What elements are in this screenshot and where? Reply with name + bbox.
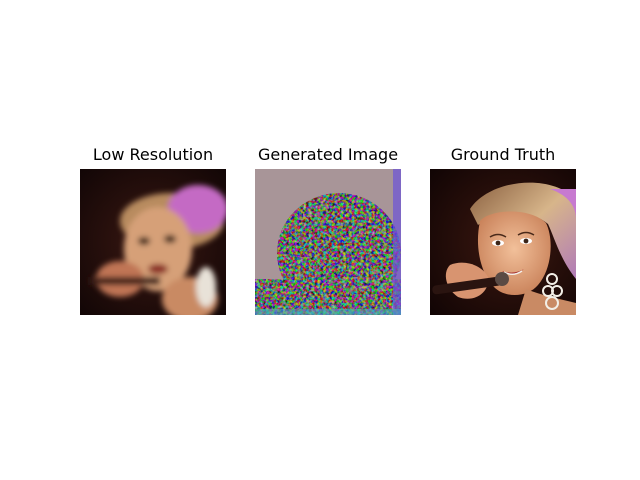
low-resolution-image	[80, 169, 226, 315]
generated-image	[255, 169, 401, 315]
ground-truth-title: Ground Truth	[450, 145, 556, 164]
ground-truth-image	[430, 169, 576, 315]
generated-image-title: Generated Image	[257, 145, 399, 164]
low-resolution-title: Low Resolution	[92, 145, 214, 164]
